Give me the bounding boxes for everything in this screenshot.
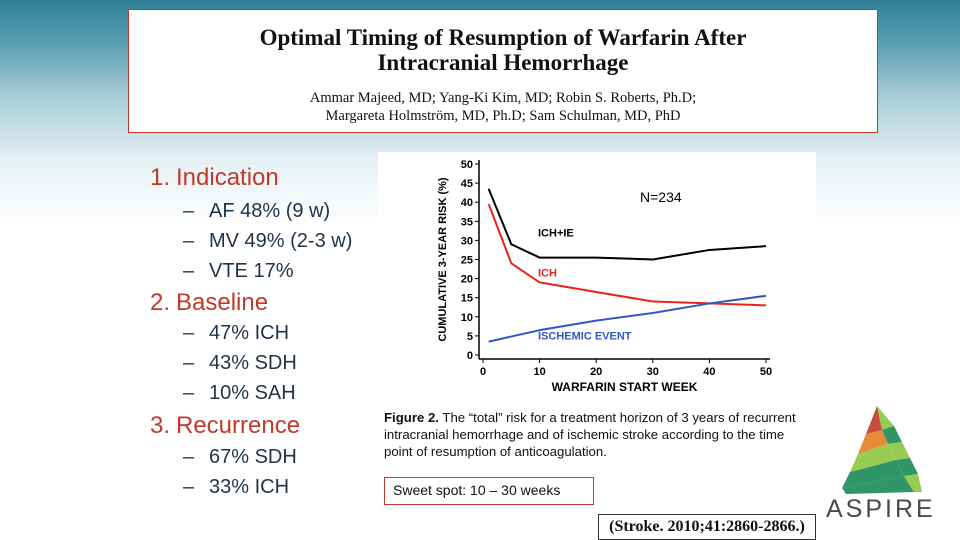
list-item: – AF 48% (9 w) xyxy=(183,200,331,222)
logo-facet xyxy=(850,444,896,472)
y-tick-label: 20 xyxy=(461,274,473,286)
list-item: –67% SDH xyxy=(183,446,297,468)
list-item: –47% ICH xyxy=(183,322,290,344)
logo-facet xyxy=(866,406,882,434)
series-line-ischemic-event xyxy=(488,294,767,343)
heading-recurrence: 3. Recurrence xyxy=(150,412,301,439)
logo-facet xyxy=(882,426,902,444)
y-tick-label: 40 xyxy=(461,197,473,209)
series-label: ISCHEMIC EVENT xyxy=(538,331,632,343)
y-tick-label: 15 xyxy=(461,293,473,305)
series-line-ich xyxy=(487,203,767,307)
y-tick-label: 50 xyxy=(461,159,473,171)
sample-size-annotation: N=234 xyxy=(640,189,682,205)
x-tick-label: 10 xyxy=(533,366,545,378)
y-tick-label: 5 xyxy=(467,331,473,343)
x-tick-label: 40 xyxy=(703,366,715,378)
x-tick-label: 50 xyxy=(760,366,772,378)
heading-baseline: 2. Baseline xyxy=(150,289,269,316)
y-tick-label: 25 xyxy=(461,255,473,267)
aspire-logo-text: ASPIRE xyxy=(826,495,936,523)
risk-chart: 0 5 10 15 20 25 30 35 40 45 50 0 10 20 30 40 50 CUMULATIV… xyxy=(437,159,772,394)
logo-facet xyxy=(842,460,904,488)
x-tick-label: 30 xyxy=(647,366,659,378)
list-item: –10% SAH xyxy=(183,382,296,404)
y-tick-label: 0 xyxy=(467,350,473,362)
paper-title-box: Optimal Timing of Resumption of Warfarin… xyxy=(128,9,878,133)
logo-facet xyxy=(904,474,922,492)
y-tick-label: 10 xyxy=(461,312,473,324)
logo-facet xyxy=(842,476,914,494)
aspire-logo-icon xyxy=(842,406,922,494)
heading-indication: 1. Indication xyxy=(150,164,279,191)
y-axis-label: CUMULATIVE 3-YEAR RISK (%) xyxy=(437,177,449,342)
series-line-ich-ie xyxy=(487,188,767,261)
y-tick-label: 45 xyxy=(461,178,473,190)
x-tick-label: 20 xyxy=(590,366,602,378)
figure-panel: 0 5 10 15 20 25 30 35 40 45 50 0 10 20 30 40 50 CUMULATIV… xyxy=(378,152,816,468)
logo-facet xyxy=(877,406,894,430)
y-tick-label: 30 xyxy=(461,235,473,247)
list-item: –43% SDH xyxy=(183,352,297,374)
list-item: –33% ICH xyxy=(183,476,290,498)
paper-authors: Ammar Majeed, MD; Yang-Ki Kim, MD; Robin… xyxy=(309,90,697,124)
citation: (Stroke. 2010;41:2860-2866.) xyxy=(598,514,816,540)
series-label: ICH xyxy=(538,268,557,280)
sweet-spot-callout: Sweet spot: 10 – 30 weeks xyxy=(384,477,594,505)
logo-facet xyxy=(858,430,888,454)
x-tick-label: 0 xyxy=(480,366,486,378)
logo-facet xyxy=(896,458,918,476)
paper-title: Optimal Timing of Resumption of Warfarin… xyxy=(259,25,747,75)
figure-caption: Figure 2. The “total” risk for a treatme… xyxy=(384,410,796,459)
series-label: ICH+IE xyxy=(538,228,574,240)
list-item: – MV 49% (2-3 w) xyxy=(183,230,353,252)
y-tick-label: 35 xyxy=(461,216,473,228)
list-item: – VTE 17% xyxy=(183,260,294,282)
logo-facet xyxy=(888,442,910,460)
x-axis-label: WARFARIN START WEEK xyxy=(552,380,698,394)
